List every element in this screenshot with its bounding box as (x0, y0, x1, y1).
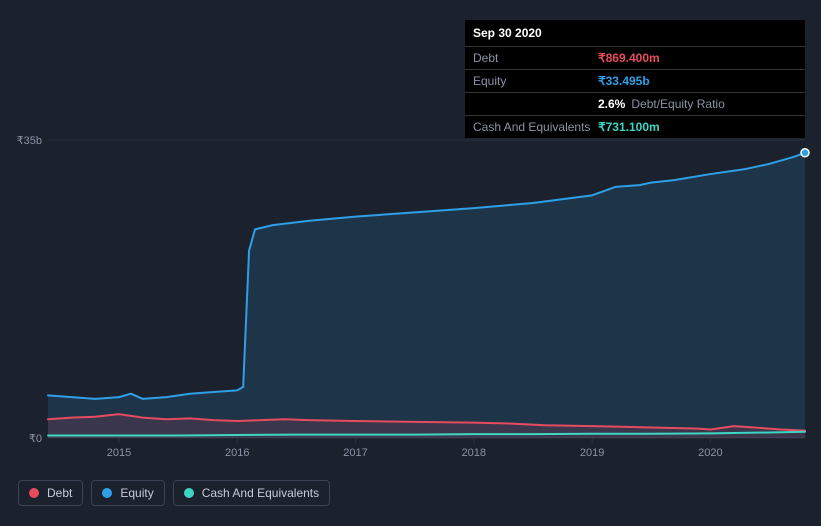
legend-item[interactable]: Debt (18, 480, 83, 506)
tooltip-row-label: Equity (473, 74, 598, 88)
legend-label: Equity (120, 486, 153, 500)
legend-dot-icon (184, 488, 194, 498)
legend-dot-icon (102, 488, 112, 498)
svg-text:2018: 2018 (462, 447, 486, 459)
tooltip-row: 2.6% Debt/Equity Ratio (465, 93, 805, 116)
tooltip-row-label (473, 97, 598, 111)
tooltip-row: Equity₹33.495b (465, 70, 805, 93)
tooltip-row-extra: Debt/Equity Ratio (631, 97, 724, 111)
tooltip-row-value: ₹33.495b (598, 74, 650, 88)
svg-text:2017: 2017 (343, 447, 367, 459)
svg-text:2019: 2019 (580, 447, 604, 459)
tooltip-row-value: ₹731.100m (598, 120, 660, 134)
tooltip-row: Debt₹869.400m (465, 47, 805, 70)
tooltip-row: Cash And Equivalents₹731.100m (465, 116, 805, 138)
svg-text:₹35b: ₹35b (17, 135, 42, 147)
tooltip-row-value: ₹869.400m (598, 51, 660, 65)
svg-text:₹0: ₹0 (29, 433, 42, 445)
tooltip-row-label: Debt (473, 51, 598, 65)
legend-dot-icon (29, 488, 39, 498)
svg-text:2020: 2020 (698, 447, 722, 459)
legend-label: Debt (47, 486, 72, 500)
legend-label: Cash And Equivalents (202, 486, 319, 500)
svg-text:2016: 2016 (225, 447, 249, 459)
chart-legend: Debt Equity Cash And Equivalents (18, 480, 330, 506)
svg-text:2015: 2015 (107, 447, 131, 459)
chart-tooltip: Sep 30 2020 Debt₹869.400mEquity₹33.495b2… (465, 20, 805, 138)
legend-item[interactable]: Equity (91, 480, 164, 506)
legend-item[interactable]: Cash And Equivalents (173, 480, 330, 506)
tooltip-row-label: Cash And Equivalents (473, 120, 598, 134)
tooltip-date: Sep 30 2020 (465, 20, 805, 47)
tooltip-row-value: 2.6% (598, 97, 625, 111)
